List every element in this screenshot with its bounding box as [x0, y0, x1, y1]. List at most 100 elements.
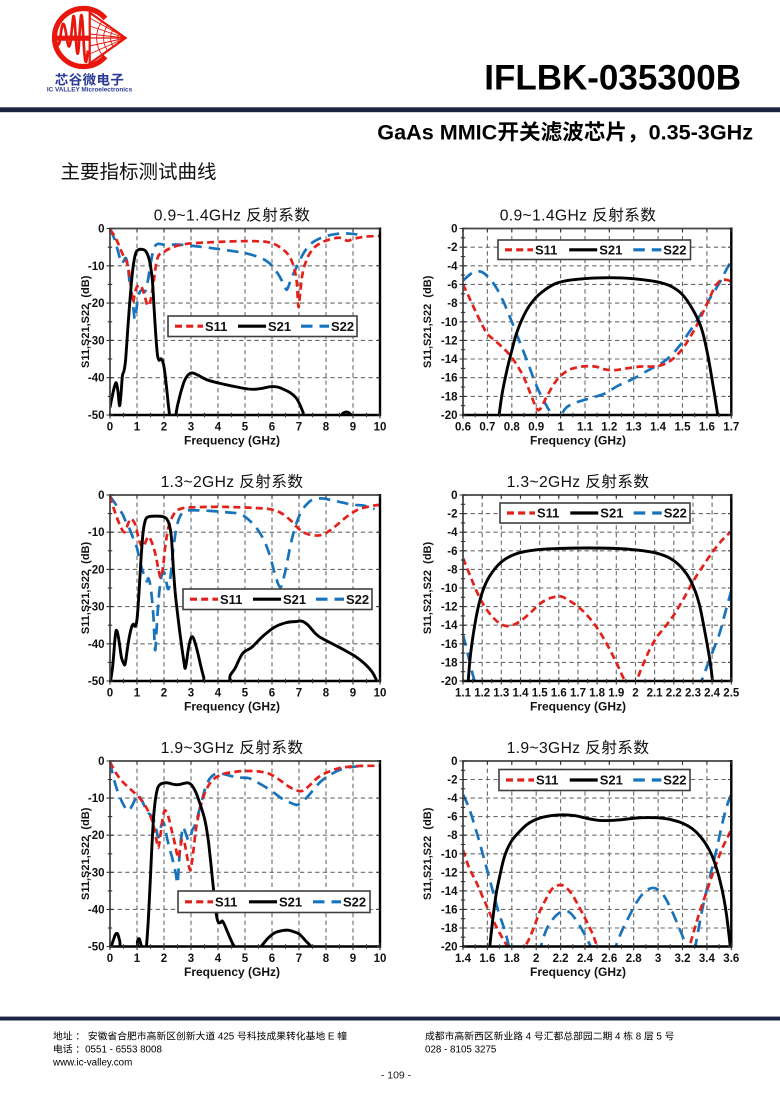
- svg-text:2: 2: [161, 953, 167, 965]
- svg-text:3.6: 3.6: [723, 953, 739, 965]
- svg-text:1.7: 1.7: [723, 422, 739, 434]
- svg-text:-18: -18: [441, 923, 458, 935]
- svg-text:5: 5: [242, 953, 249, 965]
- svg-text:-50: -50: [88, 942, 105, 954]
- svg-text:2.4: 2.4: [577, 953, 594, 965]
- svg-text:2: 2: [161, 688, 167, 700]
- svg-text:0: 0: [98, 490, 104, 502]
- svg-text:1.1: 1.1: [455, 688, 472, 700]
- svg-text:8: 8: [323, 688, 330, 700]
- svg-text:-50: -50: [88, 676, 105, 688]
- svg-text:1.2: 1.2: [601, 422, 617, 434]
- svg-text:-40: -40: [88, 904, 105, 916]
- svg-text:-40: -40: [88, 639, 105, 651]
- svg-text:1.5: 1.5: [675, 422, 692, 434]
- svg-text:1.8: 1.8: [589, 688, 606, 700]
- svg-text:1.4: 1.4: [650, 422, 667, 434]
- svg-text:S11,S21,S22 (dB): S11,S21,S22 (dB): [80, 275, 92, 368]
- svg-text:-12: -12: [441, 335, 458, 347]
- svg-text:0.8: 0.8: [504, 422, 521, 434]
- svg-text:0.7: 0.7: [479, 422, 495, 434]
- svg-text:1.8: 1.8: [504, 953, 521, 965]
- svg-text:Frequency (GHz): Frequency (GHz): [184, 965, 280, 979]
- svg-text:S22: S22: [331, 319, 354, 334]
- svg-text:4: 4: [612, 1032, 623, 1043]
- svg-text:-20: -20: [441, 676, 458, 688]
- svg-text:IFLBK-035300B: IFLBK-035300B: [484, 59, 741, 98]
- svg-text:1.6: 1.6: [551, 688, 567, 700]
- svg-text:10: 10: [374, 688, 387, 700]
- svg-text:-10: -10: [441, 317, 458, 329]
- svg-text:0: 0: [107, 953, 113, 965]
- svg-text:-20: -20: [441, 942, 458, 954]
- svg-text:www.ic-valley.com: www.ic-valley.com: [52, 1058, 132, 1069]
- svg-text:-14: -14: [441, 354, 458, 366]
- svg-text:-12: -12: [441, 867, 458, 879]
- svg-text:6: 6: [269, 688, 275, 700]
- svg-text:5: 5: [242, 688, 249, 700]
- svg-text:S21: S21: [600, 506, 623, 521]
- svg-text:-18: -18: [441, 391, 458, 403]
- svg-text:9: 9: [350, 953, 356, 965]
- svg-text:2.2: 2.2: [666, 688, 682, 700]
- svg-text:-8: -8: [447, 298, 458, 310]
- svg-text:1.3~2GHz: 1.3~2GHz: [507, 474, 586, 491]
- svg-text:-14: -14: [441, 886, 458, 898]
- svg-text:S11,S21,S22 (dB): S11,S21,S22 (dB): [422, 275, 434, 368]
- svg-text:8: 8: [323, 422, 330, 434]
- svg-text:S22: S22: [663, 242, 686, 257]
- svg-text:3.2: 3.2: [675, 953, 691, 965]
- svg-text:0.6: 0.6: [455, 422, 471, 434]
- svg-text:1.3: 1.3: [493, 688, 509, 700]
- svg-text:-4: -4: [447, 527, 458, 539]
- svg-text:1.4: 1.4: [513, 688, 530, 700]
- svg-text:S21: S21: [283, 592, 306, 607]
- svg-text:-2: -2: [447, 509, 457, 521]
- svg-text:-10: -10: [441, 583, 458, 595]
- svg-text:1.1: 1.1: [577, 422, 594, 434]
- svg-text:2.6: 2.6: [601, 953, 617, 965]
- svg-text:4: 4: [215, 422, 222, 434]
- svg-text:1.9~3GHz: 1.9~3GHz: [161, 740, 240, 757]
- svg-text:-20: -20: [441, 410, 458, 422]
- svg-text:1: 1: [134, 688, 141, 700]
- svg-text:3: 3: [188, 688, 194, 700]
- svg-text:3.4: 3.4: [699, 953, 716, 965]
- svg-text:S21: S21: [279, 894, 302, 909]
- svg-text:-10: -10: [88, 261, 105, 273]
- svg-text:5: 5: [654, 1032, 665, 1043]
- svg-text:-20: -20: [88, 830, 105, 842]
- svg-text:8: 8: [323, 953, 330, 965]
- svg-text:S22: S22: [664, 506, 687, 521]
- svg-text:8: 8: [633, 1032, 644, 1043]
- svg-text:2.5: 2.5: [723, 688, 740, 700]
- svg-text:1.9~3GHz: 1.9~3GHz: [507, 740, 586, 757]
- svg-text:S11: S11: [535, 242, 557, 257]
- svg-text:-4: -4: [447, 261, 458, 273]
- svg-text:S21: S21: [599, 242, 622, 257]
- svg-text:0: 0: [451, 490, 457, 502]
- svg-text:S11,S21,S22 (dB): S11,S21,S22 (dB): [80, 807, 92, 900]
- svg-text:9: 9: [350, 422, 356, 434]
- svg-text:4: 4: [215, 953, 222, 965]
- svg-text:0.9~1.4GHz: 0.9~1.4GHz: [154, 208, 246, 225]
- svg-text:3: 3: [188, 422, 194, 434]
- svg-text:Frequency (GHz): Frequency (GHz): [530, 700, 626, 714]
- svg-text:1.5: 1.5: [532, 688, 549, 700]
- svg-text:7: 7: [296, 422, 302, 434]
- svg-text:S11: S11: [220, 592, 242, 607]
- svg-text:-18: -18: [441, 657, 458, 669]
- svg-text:0.9: 0.9: [528, 422, 544, 434]
- svg-text:-8: -8: [447, 830, 458, 842]
- svg-text:1.4: 1.4: [455, 953, 472, 965]
- svg-text:-30: -30: [88, 602, 105, 614]
- svg-text:-30: -30: [88, 867, 105, 879]
- svg-text:Frequency (GHz): Frequency (GHz): [530, 965, 626, 979]
- svg-text:5: 5: [242, 422, 249, 434]
- svg-text:2.3: 2.3: [685, 688, 701, 700]
- svg-text:0: 0: [451, 224, 457, 236]
- svg-text:S11: S11: [205, 319, 227, 334]
- svg-text:E: E: [325, 1032, 337, 1043]
- svg-text:0: 0: [98, 756, 104, 768]
- svg-text:4: 4: [215, 688, 222, 700]
